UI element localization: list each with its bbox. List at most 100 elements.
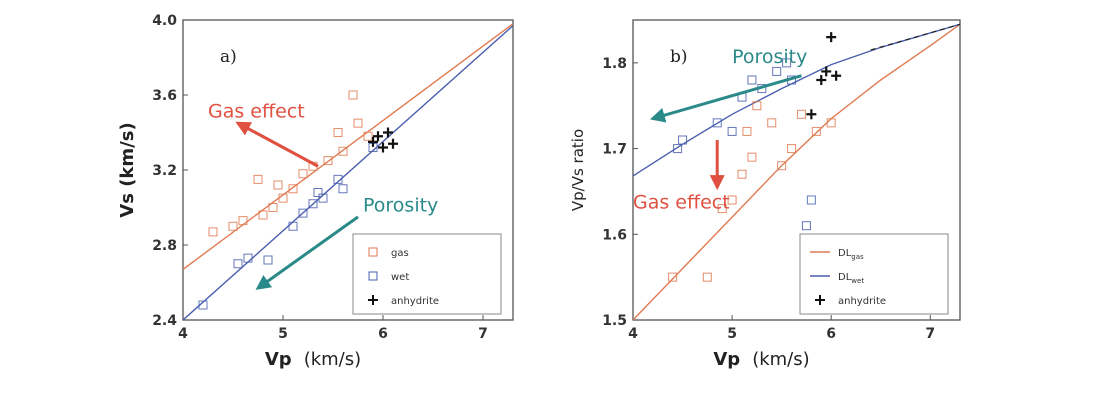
y-tick-label: 1.5 xyxy=(602,313,627,329)
wet-trend-line xyxy=(633,23,960,177)
gas-point xyxy=(668,272,678,282)
gas-trend-line xyxy=(183,23,513,270)
gas-point xyxy=(787,144,797,154)
x-tick-label: 4 xyxy=(628,326,638,342)
wet-point xyxy=(243,253,253,263)
legend-label-subscript: gas xyxy=(851,253,864,261)
gas-point xyxy=(288,184,298,194)
gas-point xyxy=(727,195,737,205)
porosity-arrow xyxy=(255,215,359,290)
x-tick-label: 7 xyxy=(925,326,935,342)
gas-point xyxy=(747,152,757,162)
wet-point xyxy=(198,300,208,310)
panel-a: 4 5 6 7 2.4 2.8 3.2 3.6 4.0 Vp (km/s) Vs (km/s) a) Ga… xyxy=(117,13,514,370)
anhydrite-point xyxy=(388,138,398,149)
legend-label-subscript: wet xyxy=(851,277,864,285)
gas-point xyxy=(737,169,747,179)
porosity-annotation: Porosity xyxy=(363,194,438,216)
gas-point xyxy=(826,118,836,128)
gas-point xyxy=(348,90,358,100)
gas-legend-swatch xyxy=(368,247,378,257)
legend-label-text: anhydrite xyxy=(391,296,439,307)
wet-point xyxy=(263,255,273,265)
y-axis-label: Vs (km/s) xyxy=(117,122,138,217)
gas-point xyxy=(742,126,752,136)
anhydrite-point xyxy=(378,142,388,153)
legend-label-text: DL xyxy=(838,248,852,259)
wet-point xyxy=(782,58,792,68)
anhydrite-point xyxy=(831,70,842,81)
x-tick-label: 6 xyxy=(378,326,388,342)
anhydrite-point xyxy=(821,66,832,77)
gas-point xyxy=(278,193,288,203)
panel-b: 4 5 6 7 1.5 1.6 1.7 1.8 Vp (km/s) Vp/Vs ratio b) Por… xyxy=(569,19,961,370)
legend-label-text: anhydrite xyxy=(838,296,886,307)
x-axis-label-name: Vp xyxy=(713,349,740,370)
anhydrite-point xyxy=(373,131,383,142)
y-tick-label: 3.2 xyxy=(152,163,177,179)
x-tick-label: 5 xyxy=(727,326,737,342)
gas-legend-label: gas xyxy=(391,248,409,259)
legend: gas wet anhydrite xyxy=(352,233,502,315)
wet-point xyxy=(806,195,816,205)
dashed-extension-line xyxy=(870,23,960,51)
y-tick-label: 4.0 xyxy=(152,13,177,29)
anhydrite-point xyxy=(816,75,827,85)
wet-point xyxy=(673,144,683,154)
legend-label-text: wet xyxy=(391,272,409,283)
anhydrite-legend-label: anhydrite xyxy=(391,296,439,307)
wet-legend-label: DLwet xyxy=(838,272,864,285)
anhydrite-legend-swatch xyxy=(815,295,825,305)
wet-point xyxy=(333,174,343,184)
gas-point xyxy=(253,174,263,184)
porosity-arrow xyxy=(649,74,802,123)
gas-point xyxy=(717,204,727,214)
gas-effect-arrow xyxy=(235,121,319,168)
gas-point xyxy=(777,161,787,171)
anhydrite-legend-label: anhydrite xyxy=(838,296,886,307)
gas-trend-line xyxy=(633,23,960,320)
y-tick-label: 1.7 xyxy=(602,142,627,158)
gas-point xyxy=(298,169,308,179)
x-tick-label: 5 xyxy=(278,326,288,342)
x-tick-label: 4 xyxy=(178,326,188,342)
wet-point xyxy=(318,193,328,203)
gas-point xyxy=(238,216,248,226)
y-tick-label: 2.8 xyxy=(152,238,177,254)
wet-trend-line xyxy=(183,25,513,320)
wet-point xyxy=(233,259,243,269)
y-axis-label: Vp/Vs ratio xyxy=(569,129,587,211)
wet-legend-label: wet xyxy=(391,272,409,283)
x-tick-label: 6 xyxy=(826,326,836,342)
y-tick-label: 1.8 xyxy=(602,56,627,72)
gas-point xyxy=(268,203,278,212)
gas-point xyxy=(323,156,333,166)
porosity-annotation: Porosity xyxy=(732,46,807,68)
y-tick-label: 1.6 xyxy=(602,227,627,243)
wet-point xyxy=(298,208,308,218)
anhydrite-point xyxy=(383,127,393,138)
anhydrite-point xyxy=(826,32,837,43)
panel-label: a) xyxy=(220,47,237,67)
x-axis-label: Vp (km/s) xyxy=(265,349,361,370)
gas-point xyxy=(353,118,363,128)
wet-point xyxy=(338,184,348,194)
x-axis-label-units: (km/s) xyxy=(752,349,809,370)
wet-point xyxy=(308,199,318,209)
gas-point xyxy=(333,128,343,137)
gas-point xyxy=(273,180,283,190)
anhydrite-legend-swatch xyxy=(368,295,378,305)
wet-point xyxy=(747,75,757,85)
gas-point xyxy=(228,221,238,231)
gas-point xyxy=(811,126,821,136)
x-axis-label-units: (km/s) xyxy=(304,349,361,370)
anhydrite-point xyxy=(368,136,378,147)
gas-point xyxy=(338,146,348,156)
wet-point xyxy=(712,118,722,128)
gas-effect-annotation: Gas effect xyxy=(633,192,730,214)
plot-area xyxy=(633,23,960,320)
gas-point xyxy=(702,272,712,282)
gas-point xyxy=(796,109,806,119)
x-tick-label: 7 xyxy=(478,326,488,342)
anhydrite-point xyxy=(806,109,817,120)
